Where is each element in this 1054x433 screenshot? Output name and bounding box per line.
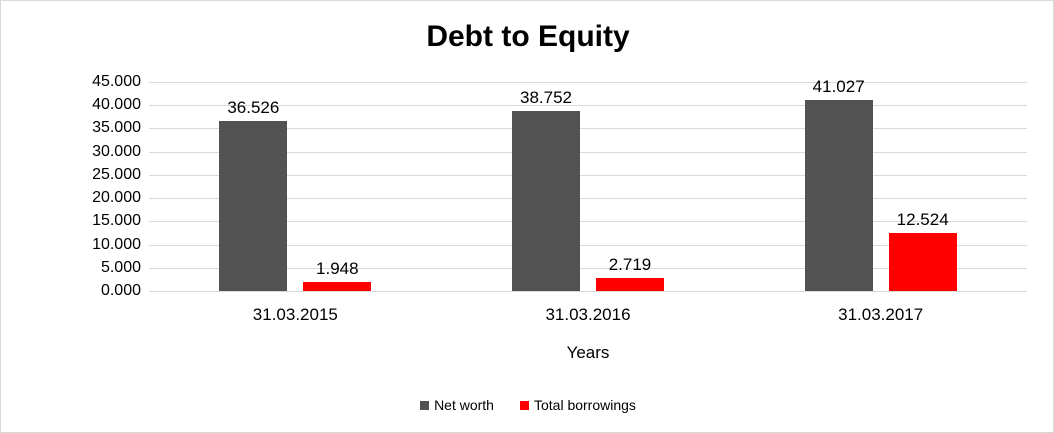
bar-value-label: 38.752	[520, 88, 572, 108]
legend-square-marker	[519, 400, 529, 410]
gridline	[149, 267, 1027, 269]
bar-value-label: 12.524	[896, 209, 949, 229]
gridline	[149, 174, 1027, 176]
y-axis-tick-label: 35.000	[92, 119, 141, 137]
legend-item-label: Net worth	[434, 397, 494, 413]
bar-value-label: 36.526	[227, 98, 280, 118]
bar-value-label: 1.948	[316, 258, 359, 278]
x-axis-tick-label: 31.03.2017	[838, 305, 924, 324]
y-axis-tick-labels: 45.000 40.000 35.000 30.000 25.000 20.000 15.0…	[59, 74, 141, 299]
legend-item[interactable]: Total borrowings	[519, 397, 636, 413]
x-axis-tick-label: 31.03.2016	[545, 305, 631, 324]
chart-legend: Net worth Total borrowings	[1, 397, 1053, 413]
y-axis-tick-label: 0.000	[100, 282, 141, 299]
gridline	[149, 244, 1027, 246]
x-axis-title: Years	[566, 343, 610, 362]
y-axis-tick-label: 25.000	[92, 165, 141, 183]
gridline	[149, 221, 1027, 223]
legend-item-label: Total borrowings	[533, 397, 636, 413]
y-axis-tick-label: 20.000	[92, 189, 141, 207]
bar-net-worth-31.03.2015[interactable]	[219, 121, 288, 291]
legend-item[interactable]: Net worth	[420, 397, 494, 413]
chart-title: Debt to Equity	[426, 20, 630, 53]
gridline	[149, 151, 1027, 153]
y-axis-tick-label: 10.000	[92, 235, 141, 253]
bar-net-worth-31.03.2017[interactable]	[804, 100, 873, 291]
y-axis-tick-label: 40.000	[92, 96, 141, 114]
bar-total-borrowings-31.03.2017[interactable]	[888, 232, 957, 291]
bar-value-label: 2.719	[608, 255, 652, 275]
x-axis-line	[149, 291, 1027, 292]
bar-total-borrowings-31.03.2015[interactable]	[303, 281, 372, 291]
gridline	[149, 82, 1027, 83]
gridline	[149, 105, 1027, 107]
bar-value-label: 41.027	[812, 77, 865, 97]
plot-area: 36.526 1.948 38.752 2.719 41.027 12.524	[149, 78, 1027, 292]
x-axis-tick-labels: 31.03.2015 31.03.2016 31.03.2017	[149, 305, 1027, 331]
y-axis-tick-label: 5.000	[100, 258, 141, 276]
y-axis-tick-label: 45.000	[92, 73, 141, 90]
legend-square-marker	[420, 400, 430, 410]
bar-net-worth-31.03.2016[interactable]	[512, 111, 580, 291]
gridline	[149, 128, 1027, 130]
bar-total-borrowings-31.03.2016[interactable]	[596, 278, 664, 291]
x-axis-tick-label: 31.03.2015	[252, 305, 338, 324]
y-axis-tick-label: 15.000	[92, 212, 141, 230]
y-axis-tick-label: 30.000	[92, 142, 141, 160]
gridline	[149, 198, 1027, 200]
